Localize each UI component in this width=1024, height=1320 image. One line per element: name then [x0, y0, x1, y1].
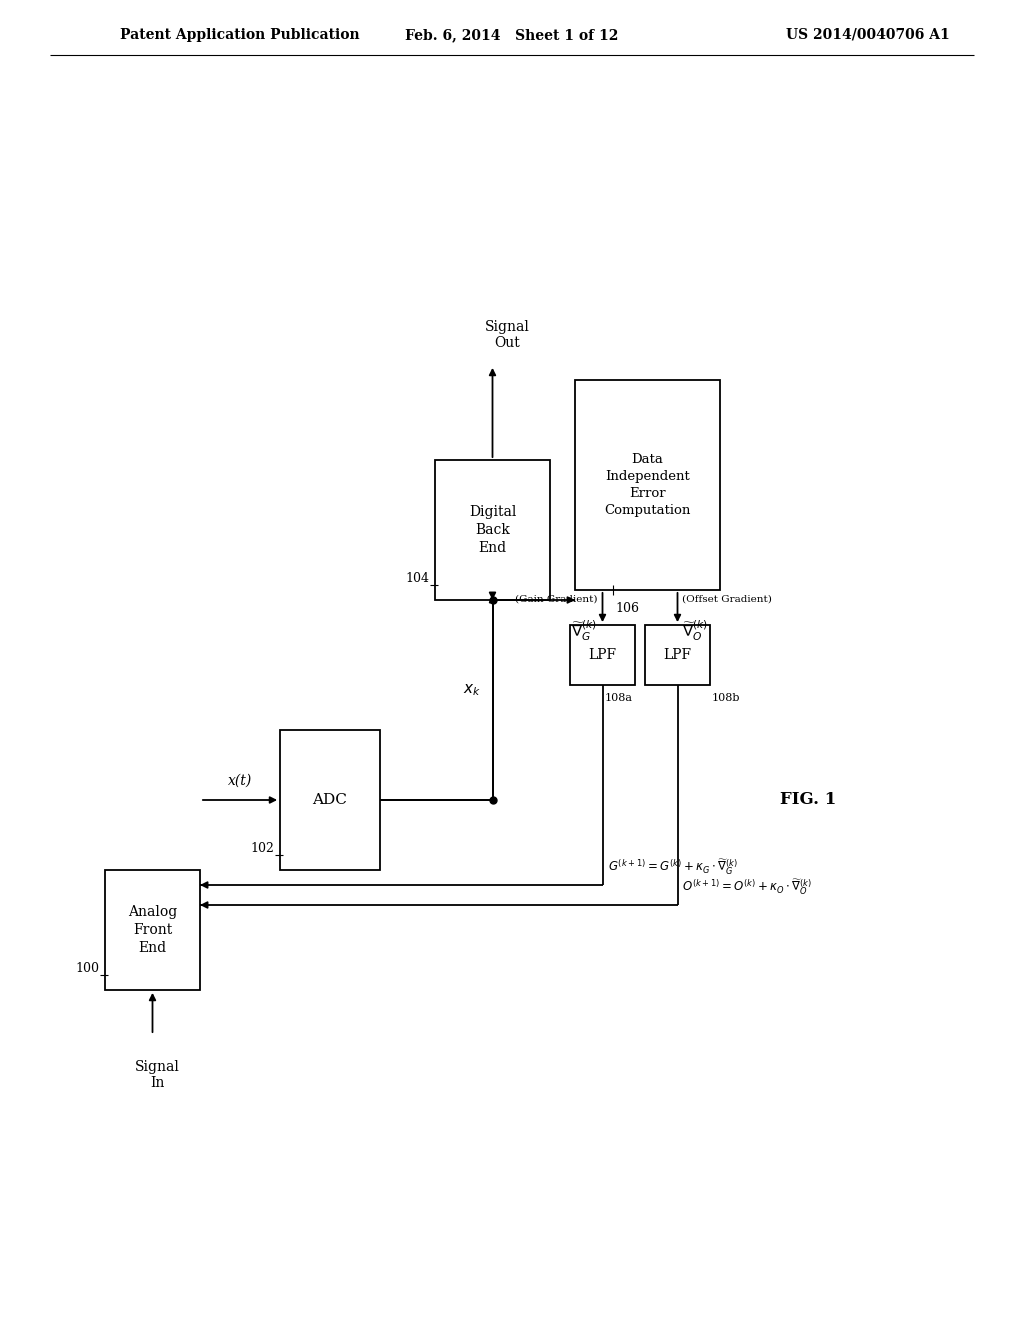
Text: 108b: 108b — [712, 693, 740, 704]
Text: FIG. 1: FIG. 1 — [780, 792, 837, 808]
Bar — [280, 730, 380, 870]
Bar — [435, 459, 550, 601]
Text: Signal
Out: Signal Out — [485, 319, 530, 350]
Text: $O^{(k+1)} = O^{(k)} + \kappa_O \cdot \widetilde{\nabla}_O^{(k)}$: $O^{(k+1)} = O^{(k)} + \kappa_O \cdot \w… — [683, 878, 812, 898]
Text: ADC: ADC — [312, 793, 347, 807]
Text: $x_k$: $x_k$ — [463, 682, 480, 698]
Text: 100: 100 — [75, 962, 99, 975]
Text: (Offset Gradient): (Offset Gradient) — [683, 595, 772, 605]
Text: (Gain Gradient): (Gain Gradient) — [515, 595, 597, 605]
Text: Analog
Front
End: Analog Front End — [128, 904, 177, 956]
Text: US 2014/0040706 A1: US 2014/0040706 A1 — [786, 28, 950, 42]
Text: 106: 106 — [615, 602, 639, 615]
Text: $\widetilde{\nabla}_O^{(k)}$: $\widetilde{\nabla}_O^{(k)}$ — [683, 618, 709, 643]
Text: 102: 102 — [250, 842, 274, 855]
Bar — [575, 380, 720, 590]
Text: Feb. 6, 2014   Sheet 1 of 12: Feb. 6, 2014 Sheet 1 of 12 — [406, 28, 618, 42]
Bar — [645, 624, 710, 685]
Text: x(t): x(t) — [228, 774, 252, 788]
Bar — [570, 624, 635, 685]
Text: Data
Independent
Error
Computation: Data Independent Error Computation — [604, 453, 690, 517]
Text: LPF: LPF — [664, 648, 691, 663]
Text: 108a: 108a — [605, 693, 633, 704]
Text: $G^{(k+1)} = G^{(k)} + \kappa_G \cdot \widetilde{\nabla}_G^{(k)}$: $G^{(k+1)} = G^{(k)} + \kappa_G \cdot \w… — [607, 858, 737, 876]
Text: Digital
Back
End: Digital Back End — [469, 504, 516, 556]
Bar — [105, 870, 200, 990]
Text: $\widetilde{\nabla}_G^{(k)}$: $\widetilde{\nabla}_G^{(k)}$ — [571, 618, 597, 643]
Text: Signal
In: Signal In — [135, 1060, 180, 1090]
Text: Patent Application Publication: Patent Application Publication — [120, 28, 359, 42]
Text: 104: 104 — [406, 572, 429, 585]
Text: LPF: LPF — [589, 648, 616, 663]
